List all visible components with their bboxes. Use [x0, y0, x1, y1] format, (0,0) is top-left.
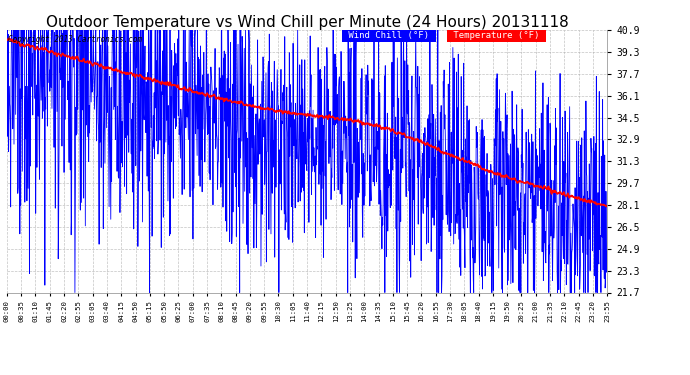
Text: Copyright 2013 Cartronics.com: Copyright 2013 Cartronics.com — [8, 35, 141, 44]
Text: Temperature (°F): Temperature (°F) — [448, 32, 545, 40]
Title: Outdoor Temperature vs Wind Chill per Minute (24 Hours) 20131118: Outdoor Temperature vs Wind Chill per Mi… — [46, 15, 569, 30]
Text: Wind Chill (°F): Wind Chill (°F) — [343, 32, 435, 40]
